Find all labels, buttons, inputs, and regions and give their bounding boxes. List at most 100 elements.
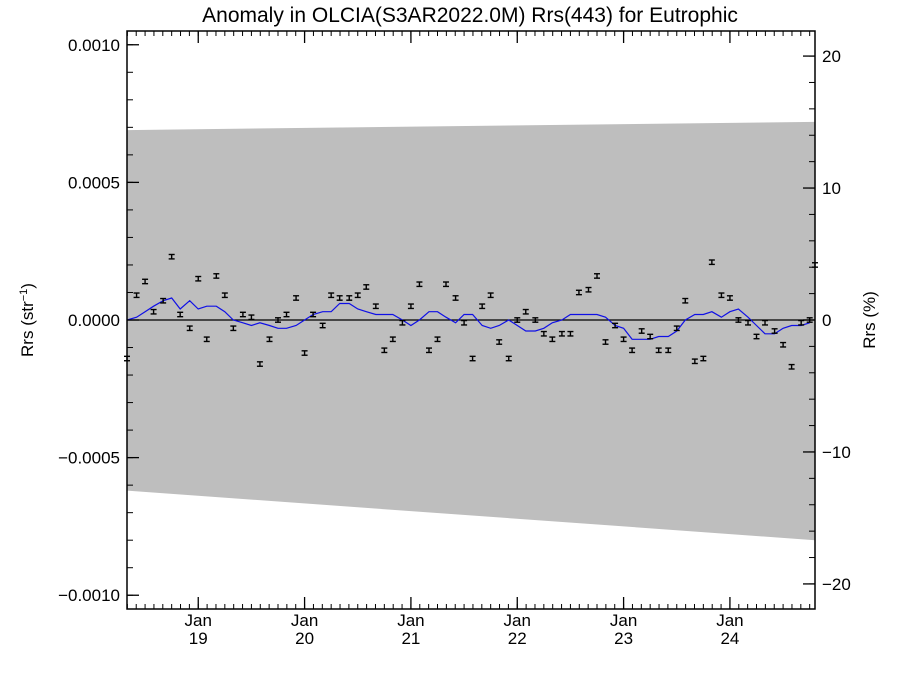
data-point <box>594 273 601 279</box>
data-point <box>726 295 733 301</box>
data-point <box>682 297 689 304</box>
y-axis-left-label: Rrs (str−1) <box>18 283 37 357</box>
data-point <box>691 358 698 365</box>
data-point <box>230 325 237 332</box>
x-tick-label-month: Jan <box>291 611 318 630</box>
data-point <box>186 325 193 332</box>
x-tick-label-year: 22 <box>508 629 527 648</box>
data-point <box>700 355 707 362</box>
data-point <box>505 355 512 362</box>
y-axis-right-label: Rrs (%) <box>860 291 879 349</box>
data-point <box>771 328 778 334</box>
data-point <box>301 350 308 356</box>
data-point <box>372 303 379 310</box>
data-point <box>567 330 574 337</box>
data-point <box>168 253 175 260</box>
data-point <box>575 289 582 296</box>
x-tick-label-year: 20 <box>295 629 314 648</box>
data-point <box>203 336 210 343</box>
data-point <box>248 314 255 321</box>
y-axis-left-label-main: Rrs (str <box>18 301 37 357</box>
data-point <box>416 281 423 288</box>
data-point <box>256 361 263 367</box>
y-right-tick-label: −10 <box>822 443 851 462</box>
x-tick-label-month: Jan <box>504 611 531 630</box>
data-point <box>665 347 672 354</box>
x-tick-label-month: Jan <box>185 611 212 630</box>
y-left-tick-label: −0.0010 <box>58 586 120 605</box>
data-point <box>407 303 414 310</box>
data-point <box>177 311 184 318</box>
data-point <box>346 295 353 301</box>
data-point <box>461 319 468 326</box>
y-axis-left-label-end: ) <box>18 283 37 289</box>
x-tick-label-month: Jan <box>716 611 743 630</box>
running-mean-line <box>126 297 810 340</box>
data-point <box>434 336 441 343</box>
data-point <box>788 363 795 370</box>
data-point <box>221 292 228 299</box>
data-point <box>602 339 609 345</box>
x-tick-label-year: 21 <box>401 629 420 648</box>
data-point <box>319 322 326 329</box>
plot-area: 0.0010 0.0005 0.0000 −0.0005 −0.0010 20 10 0 −10… <box>58 30 851 648</box>
data-point <box>638 328 645 334</box>
data-point <box>496 339 503 345</box>
data-point <box>647 333 654 340</box>
data-point <box>283 311 290 318</box>
data-point <box>479 303 486 310</box>
y-right-tick-label: 20 <box>822 47 841 66</box>
x-tick-label-year: 19 <box>189 629 208 648</box>
data-point <box>195 275 202 282</box>
data-point <box>142 278 149 285</box>
data-point <box>762 319 769 326</box>
data-point <box>655 347 662 354</box>
data-point <box>381 347 388 354</box>
data-point <box>549 336 556 343</box>
data-point <box>336 295 343 301</box>
data-point <box>745 319 752 326</box>
y-right-tick-label: 10 <box>822 179 841 198</box>
data-point <box>266 336 273 343</box>
x-tick-label-year: 23 <box>614 629 633 648</box>
data-point <box>354 292 361 299</box>
y-left-tick-label: 0.0010 <box>68 36 120 55</box>
x-tick-label-month: Jan <box>610 611 637 630</box>
chart-title: Anomaly in OLCIA(S3AR2022.0M) Rrs(443) f… <box>202 4 738 27</box>
x-tick-label-year: 24 <box>720 629 739 648</box>
data-point <box>585 286 592 293</box>
data-point <box>452 295 459 301</box>
data-point <box>673 325 680 332</box>
data-point <box>780 341 787 348</box>
data-point <box>735 317 742 323</box>
data-point <box>310 311 317 318</box>
data-point <box>540 330 547 337</box>
data-point <box>708 259 715 266</box>
data-point <box>274 317 281 323</box>
data-point <box>363 284 370 290</box>
x-tick-label-month: Jan <box>397 611 424 630</box>
data-point <box>469 355 476 362</box>
data-point <box>514 317 521 323</box>
data-point <box>399 319 406 326</box>
data-point <box>328 292 335 299</box>
y-right-tick-label: 0 <box>822 311 831 330</box>
data-point <box>487 292 494 299</box>
data-point <box>558 330 565 337</box>
data-point <box>389 336 396 343</box>
data-point <box>532 317 539 323</box>
data-point <box>620 336 627 343</box>
y-axis-left-label-sup: −1 <box>18 289 30 302</box>
uncertainty-band <box>127 121 815 541</box>
data-point <box>150 308 157 315</box>
data-point <box>239 311 246 318</box>
y-right-tick-label: −20 <box>822 575 851 594</box>
y-left-tick-label: −0.0005 <box>58 449 120 468</box>
data-point <box>718 292 725 299</box>
data-point <box>133 292 140 299</box>
data-point <box>425 347 432 354</box>
data-point <box>612 322 619 329</box>
data-point <box>443 281 450 288</box>
data-point <box>753 333 760 340</box>
